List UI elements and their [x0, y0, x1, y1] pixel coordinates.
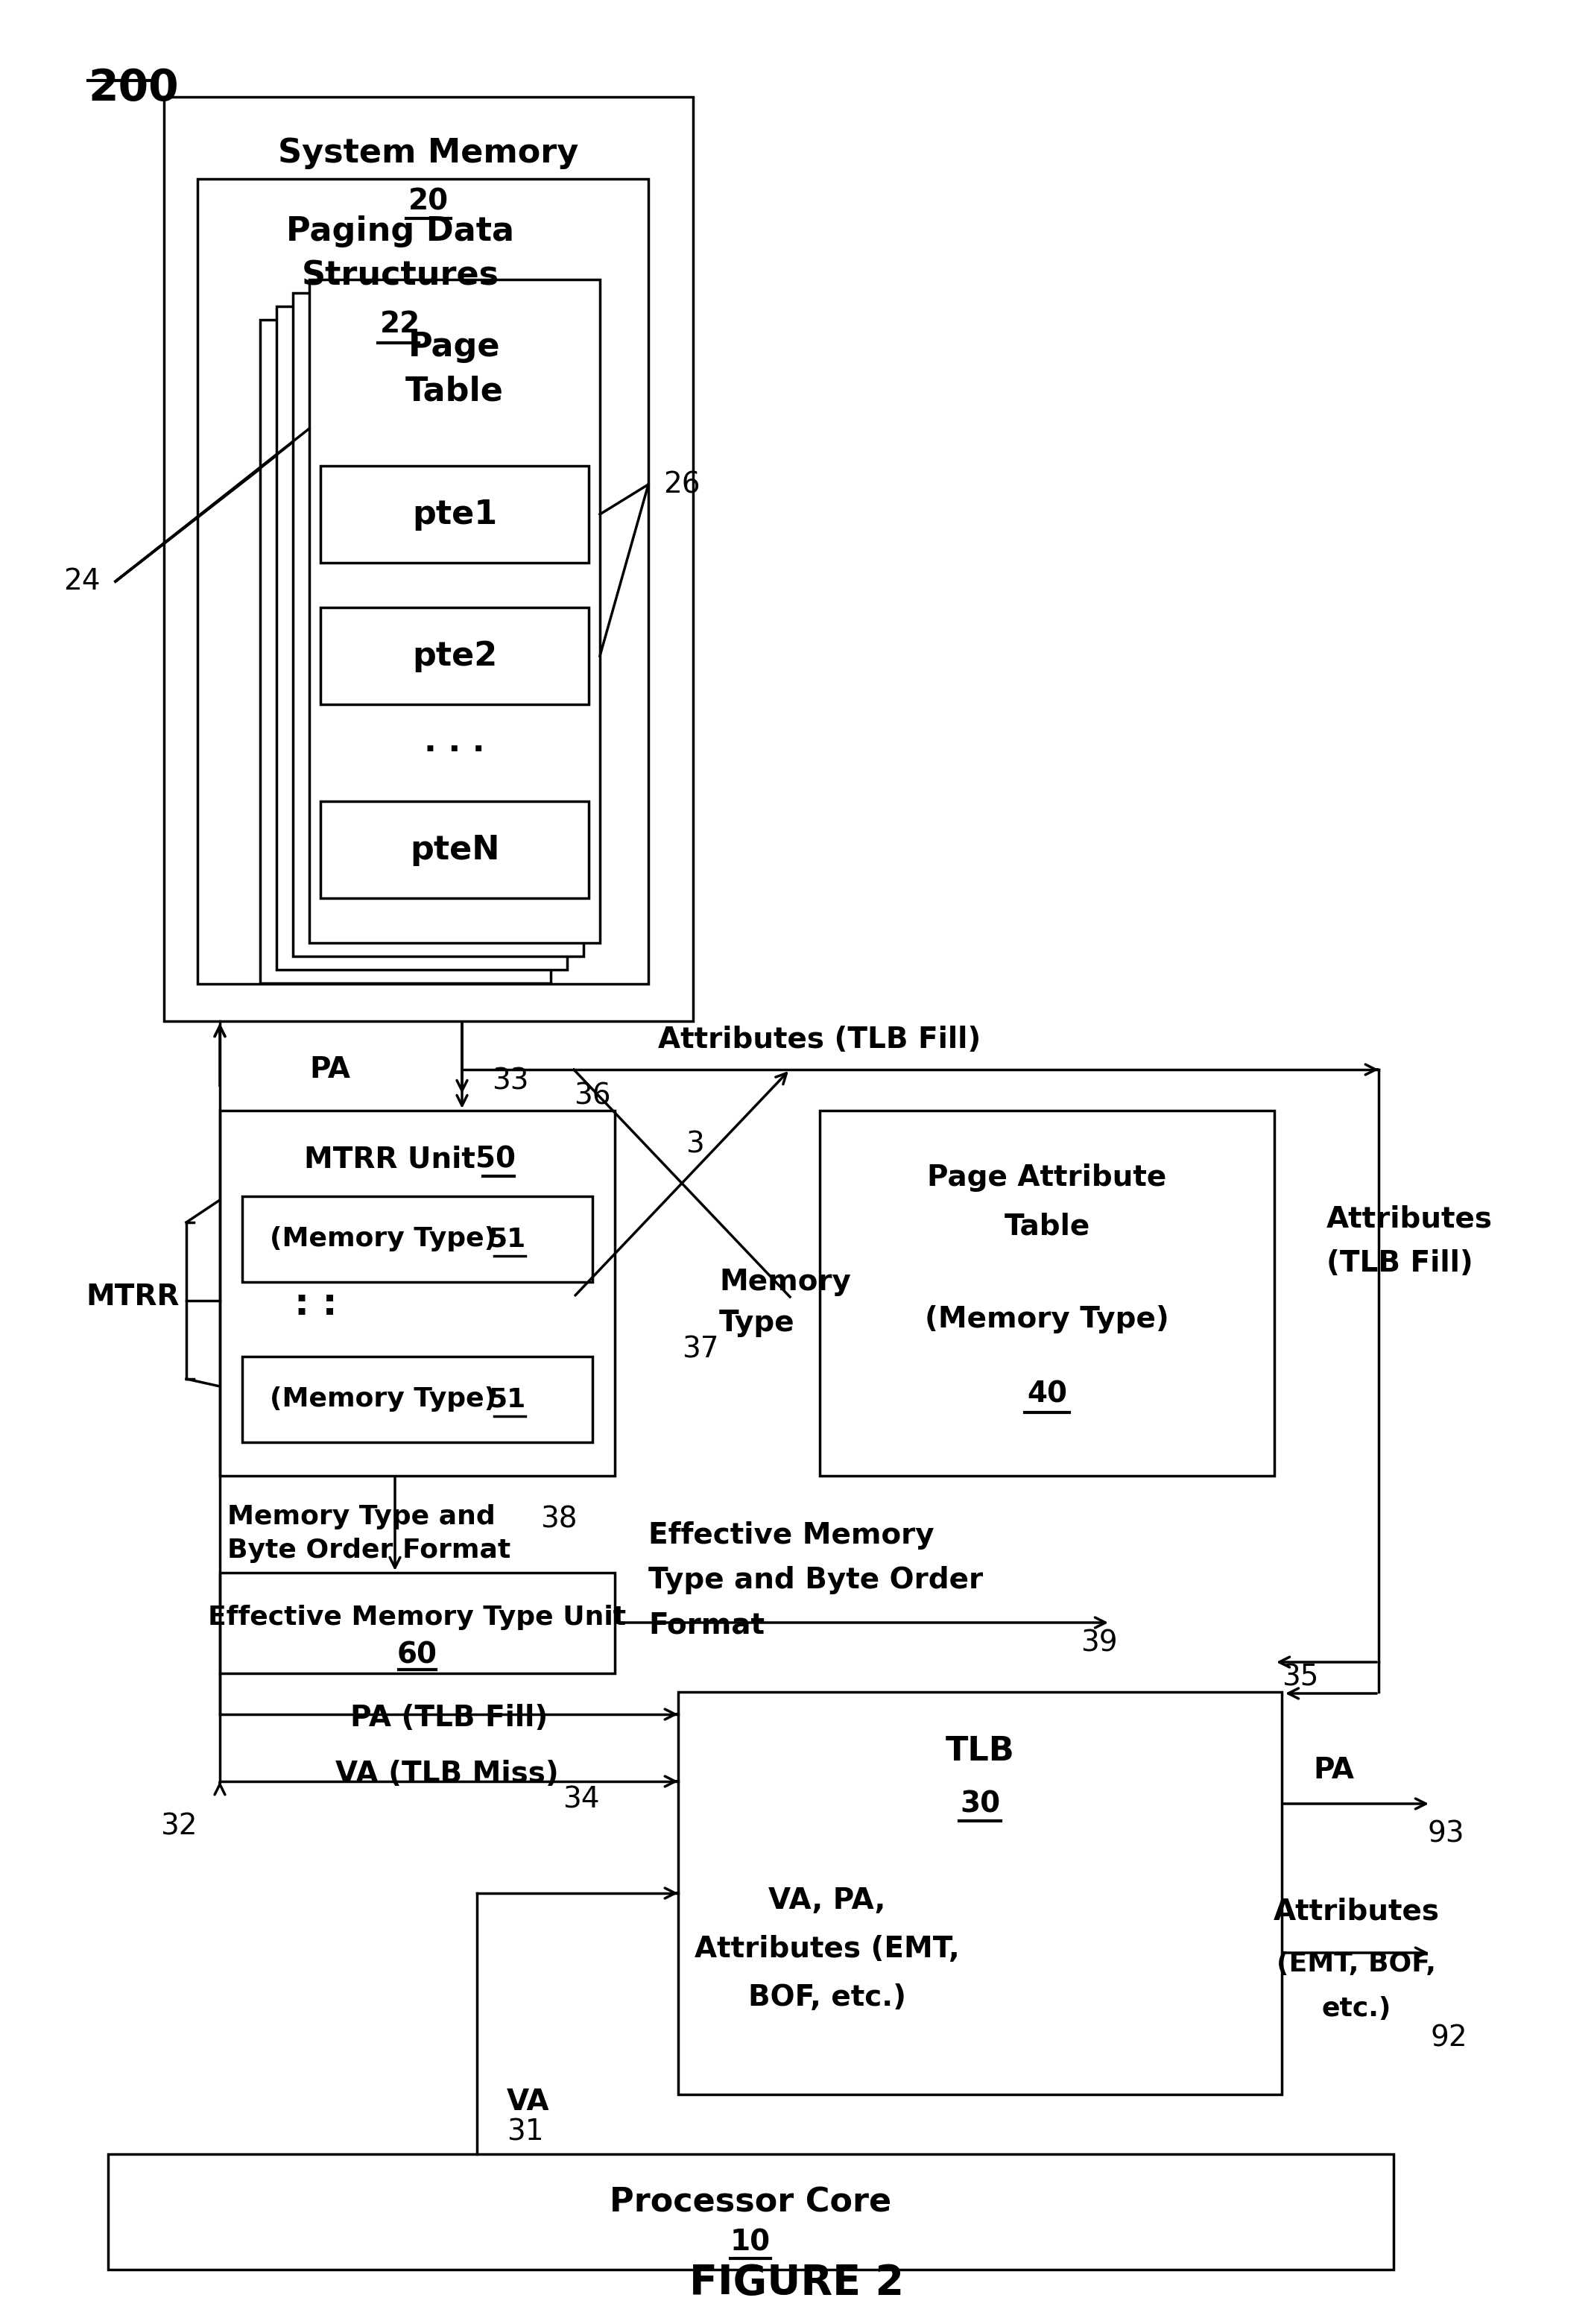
- Text: 20: 20: [408, 188, 448, 216]
- Text: 22: 22: [379, 309, 421, 339]
- Text: . . .: . . .: [424, 725, 485, 758]
- Text: 38: 38: [540, 1506, 577, 1534]
- Text: 33: 33: [493, 1067, 529, 1095]
- Text: VA (TLB Miss): VA (TLB Miss): [335, 1759, 559, 1787]
- Text: Effective Memory Type Unit: Effective Memory Type Unit: [209, 1606, 626, 1629]
- Text: 51: 51: [488, 1227, 526, 1250]
- Text: 92: 92: [1431, 2024, 1468, 2052]
- Text: : :: : :: [295, 1287, 338, 1322]
- Text: BOF, etc.): BOF, etc.): [748, 1982, 905, 2013]
- Bar: [108, 2154, 1393, 2271]
- Text: pte1: pte1: [411, 497, 497, 530]
- Text: 3: 3: [685, 1129, 705, 1157]
- Bar: [320, 802, 588, 897]
- Bar: [164, 98, 693, 1020]
- Text: Effective Memory: Effective Memory: [649, 1522, 934, 1550]
- Bar: [677, 1692, 1282, 2094]
- Text: 34: 34: [563, 1785, 599, 1815]
- Text: Attributes (EMT,: Attributes (EMT,: [695, 1936, 960, 1964]
- Bar: [320, 465, 588, 562]
- Text: 51: 51: [488, 1387, 526, 1411]
- Text: (Memory Type): (Memory Type): [925, 1306, 1168, 1334]
- Text: PA: PA: [1313, 1757, 1355, 1785]
- Text: Table: Table: [1004, 1211, 1090, 1241]
- Bar: [320, 607, 588, 704]
- Text: MTRR: MTRR: [86, 1283, 179, 1311]
- Text: 40: 40: [1027, 1380, 1066, 1408]
- Text: PA (TLB Fill): PA (TLB Fill): [351, 1703, 548, 1731]
- Text: 36: 36: [574, 1081, 611, 1111]
- Text: 10: 10: [730, 2229, 770, 2257]
- Text: Type: Type: [719, 1308, 795, 1336]
- Text: 24: 24: [64, 567, 100, 595]
- Text: (Memory Type): (Memory Type): [269, 1387, 505, 1411]
- Text: 26: 26: [663, 469, 700, 500]
- Text: VA, PA,: VA, PA,: [768, 1887, 886, 1915]
- Text: 37: 37: [682, 1334, 719, 1364]
- Bar: [293, 293, 583, 955]
- Text: 31: 31: [507, 2117, 544, 2145]
- Bar: [220, 1111, 615, 1476]
- Text: 60: 60: [397, 1641, 437, 1669]
- Text: Processor Core: Processor Core: [609, 2187, 891, 2219]
- Text: PA: PA: [309, 1055, 351, 1083]
- Text: 35: 35: [1282, 1664, 1318, 1692]
- Text: pteN: pteN: [410, 834, 499, 867]
- Bar: [819, 1111, 1274, 1476]
- Bar: [198, 179, 649, 983]
- Text: TLB: TLB: [945, 1736, 1014, 1769]
- Bar: [260, 321, 550, 983]
- Text: 93: 93: [1427, 1820, 1463, 1848]
- Text: etc.): etc.): [1321, 1996, 1392, 2022]
- Text: Table: Table: [405, 374, 504, 407]
- Text: 39: 39: [1081, 1629, 1117, 1657]
- Text: 200: 200: [88, 67, 179, 109]
- Text: Structures: Structures: [301, 260, 499, 293]
- Text: 50: 50: [475, 1146, 516, 1174]
- Text: Page Attribute: Page Attribute: [928, 1164, 1167, 1192]
- Text: 32: 32: [161, 1813, 198, 1841]
- Text: MTRR Unit: MTRR Unit: [304, 1146, 486, 1174]
- Text: Format: Format: [649, 1611, 765, 1638]
- Bar: [242, 1357, 593, 1443]
- Bar: [220, 1573, 615, 1673]
- Text: (TLB Fill): (TLB Fill): [1326, 1250, 1473, 1278]
- Text: (EMT, BOF,: (EMT, BOF,: [1277, 1952, 1436, 1978]
- Text: Attributes: Attributes: [1274, 1899, 1439, 1927]
- Text: Type and Byte Order: Type and Byte Order: [649, 1566, 983, 1594]
- Text: Attributes: Attributes: [1326, 1204, 1492, 1232]
- Text: (Memory Type): (Memory Type): [269, 1227, 505, 1250]
- Text: VA: VA: [507, 2087, 550, 2117]
- Text: FIGURE 2: FIGURE 2: [689, 2264, 904, 2303]
- Text: System Memory: System Memory: [279, 137, 579, 170]
- Text: Page: Page: [408, 330, 501, 363]
- Text: Memory Type and: Memory Type and: [228, 1504, 496, 1529]
- Bar: [309, 279, 599, 944]
- Bar: [242, 1197, 593, 1283]
- Bar: [276, 307, 567, 969]
- Text: Memory: Memory: [719, 1269, 851, 1297]
- Text: Paging Data: Paging Data: [287, 216, 515, 246]
- Text: Byte Order Format: Byte Order Format: [228, 1538, 510, 1564]
- Text: pte2: pte2: [411, 639, 497, 672]
- Text: 30: 30: [960, 1789, 999, 1817]
- Text: Attributes (TLB Fill): Attributes (TLB Fill): [658, 1025, 982, 1053]
